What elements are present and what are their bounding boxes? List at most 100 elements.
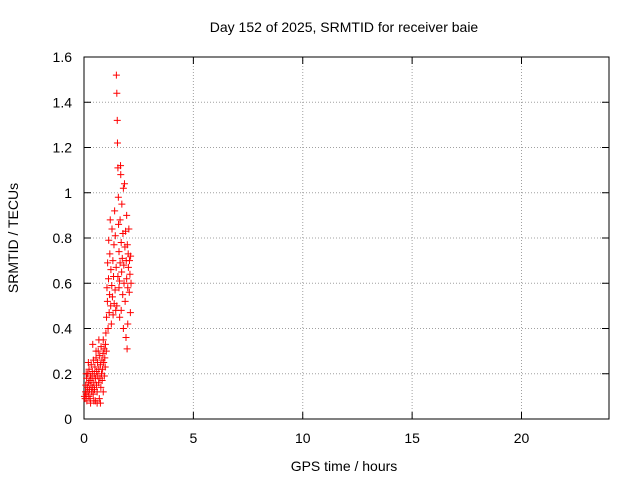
data-point — [125, 225, 133, 233]
data-point — [95, 395, 103, 403]
y-tick-labels: 0 0.2 0.4 0.6 0.8 1 1.2 1.4 1.6 — [53, 49, 73, 427]
data-point — [99, 388, 107, 396]
data-point — [120, 279, 128, 287]
data-point — [115, 248, 123, 256]
x-tick-label: 20 — [514, 430, 530, 446]
data-point — [117, 162, 125, 170]
data-point — [97, 383, 105, 391]
data-point — [119, 325, 127, 332]
data-point — [119, 291, 127, 299]
data-point — [114, 272, 122, 280]
chart-title: Day 152 of 2025, SRMTID for receiver bai… — [210, 19, 479, 35]
data-point — [117, 171, 125, 179]
data-point — [93, 388, 101, 396]
data-point — [96, 399, 104, 407]
data-point — [112, 263, 120, 271]
data-point — [107, 320, 115, 328]
grid — [84, 57, 609, 419]
y-tick-label: 1 — [64, 185, 72, 201]
data-point — [127, 279, 135, 287]
data-point — [120, 180, 128, 188]
data-point — [126, 270, 134, 278]
data-point — [113, 89, 121, 97]
data-point — [101, 354, 109, 362]
data-point — [116, 216, 124, 224]
data-point — [104, 325, 112, 332]
data-points — [80, 71, 135, 407]
data-point — [91, 363, 99, 371]
data-point — [104, 259, 112, 267]
x-tick-label: 0 — [80, 430, 88, 446]
plot-frame — [83, 56, 610, 420]
data-point — [114, 193, 122, 201]
data-point — [109, 311, 117, 319]
data-point — [92, 354, 100, 362]
data-point — [89, 390, 97, 398]
y-tick-label: 0.2 — [53, 366, 73, 382]
data-point — [113, 139, 121, 147]
data-point — [120, 261, 128, 269]
data-point — [101, 363, 109, 371]
data-point — [113, 116, 121, 124]
data-point — [100, 358, 108, 366]
data-point — [92, 347, 100, 355]
x-tick-label: 15 — [404, 430, 420, 446]
y-tick-label: 1.6 — [53, 49, 73, 65]
data-point — [103, 284, 111, 292]
data-point — [118, 200, 126, 208]
data-point — [109, 257, 117, 265]
data-point — [103, 313, 111, 321]
y-tick-label: 0.4 — [53, 321, 73, 337]
y-tick-label: 0.6 — [53, 275, 73, 291]
data-point — [84, 358, 92, 366]
data-point — [105, 275, 112, 283]
data-point — [117, 306, 125, 314]
data-point — [106, 216, 114, 224]
data-point — [110, 241, 118, 249]
data-point — [116, 259, 124, 267]
data-point — [123, 275, 131, 283]
data-point — [111, 286, 119, 294]
data-point — [124, 284, 132, 292]
x-tick-labels: 0 5 10 15 20 — [80, 430, 529, 446]
data-point — [107, 266, 115, 274]
data-point — [108, 293, 116, 301]
y-tick-label: 1.2 — [53, 140, 73, 156]
data-point — [108, 225, 116, 233]
data-point — [125, 288, 133, 296]
data-point — [115, 277, 123, 285]
data-point — [89, 340, 97, 348]
data-point — [126, 257, 133, 265]
y-tick-label: 0.8 — [53, 230, 73, 246]
data-point — [113, 302, 121, 310]
data-point — [115, 284, 123, 292]
data-point — [106, 250, 114, 258]
data-point — [108, 282, 116, 290]
data-point — [101, 340, 109, 348]
data-point — [111, 232, 119, 240]
data-point — [102, 347, 110, 355]
data-point — [105, 236, 113, 244]
data-point — [102, 329, 110, 337]
data-point — [112, 71, 120, 79]
data-point — [119, 184, 127, 192]
data-point — [105, 309, 113, 317]
data-point — [103, 297, 111, 305]
data-point — [127, 252, 135, 260]
data-point — [99, 336, 107, 344]
data-point — [82, 370, 90, 378]
data-point — [98, 377, 106, 385]
x-tick-label: 5 — [189, 430, 197, 446]
data-point — [118, 268, 126, 276]
data-point — [123, 241, 131, 249]
data-point — [123, 345, 131, 353]
x-axis-label: GPS time / hours — [291, 458, 398, 474]
data-point — [126, 309, 134, 317]
data-point — [123, 211, 131, 219]
data-point — [118, 254, 126, 262]
x-tick-label: 10 — [295, 430, 311, 446]
data-point — [116, 313, 124, 321]
data-point — [121, 297, 129, 305]
